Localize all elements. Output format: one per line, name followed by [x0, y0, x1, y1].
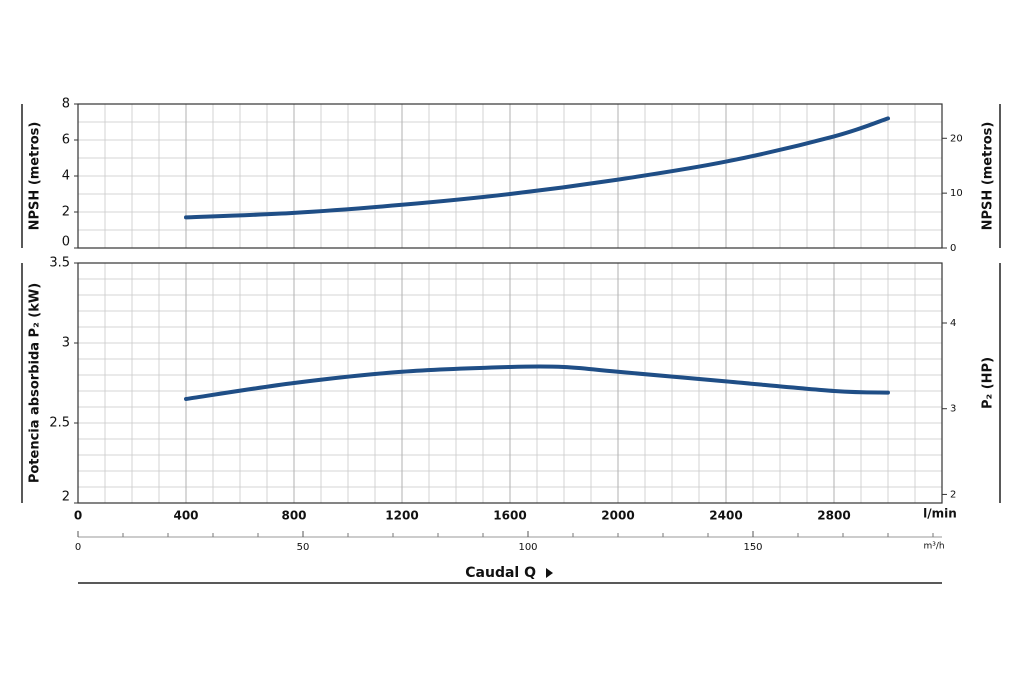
y2-tick-label: 4 — [950, 318, 956, 329]
x2-tick-label: 50 — [297, 542, 310, 553]
x-tick-label: 1200 — [385, 509, 418, 523]
x-tick-label: 0 — [74, 509, 82, 523]
y-tick-label: 3 — [62, 336, 70, 351]
y-tick-label: 8 — [62, 97, 70, 112]
y-tick-label: 6 — [62, 133, 70, 148]
y-tick-label: 2 — [62, 205, 70, 220]
y-tick-label: 0 — [62, 235, 70, 250]
x-unit: l/min — [923, 507, 957, 521]
y2-tick-label: 2 — [950, 489, 956, 500]
x-tick-label: 400 — [173, 509, 198, 523]
x-tick-label: 1600 — [493, 509, 526, 523]
x2-unit: m³/h — [923, 542, 944, 552]
y2-axis-title: P₂ (HP) — [981, 357, 996, 409]
y-tick-label: 2.5 — [49, 416, 70, 431]
plot-frame — [77, 262, 943, 504]
y-axis-title: NPSH (metros) — [28, 122, 43, 231]
x-tick-label: 2000 — [601, 509, 634, 523]
y-tick-label: 3.5 — [49, 256, 70, 271]
x-tick-label: 2800 — [817, 509, 850, 523]
y2-axis-title: NPSH (metros) — [981, 122, 996, 231]
y-axis-title: Potencia absorbida P₂ (kW) — [28, 283, 43, 483]
x2-tick-label: 0 — [75, 542, 81, 553]
y-tick-label: 4 — [62, 169, 70, 184]
y2-tick-label: 3 — [950, 404, 956, 415]
y2-tick-label: 0 — [950, 243, 956, 254]
arrow-icon — [546, 568, 553, 578]
x-tick-label: 800 — [281, 509, 306, 523]
curve — [184, 116, 890, 220]
y2-tick-label: 10 — [950, 188, 963, 199]
x2-tick-label: 150 — [743, 542, 762, 553]
y-tick-label: 2 — [62, 490, 70, 505]
y2-tick-label: 20 — [950, 133, 963, 144]
curve — [184, 364, 890, 401]
x-tick-label: 2400 — [709, 509, 742, 523]
x2-tick-label: 100 — [518, 542, 537, 553]
x-axis-title: Caudal Q — [465, 565, 536, 581]
